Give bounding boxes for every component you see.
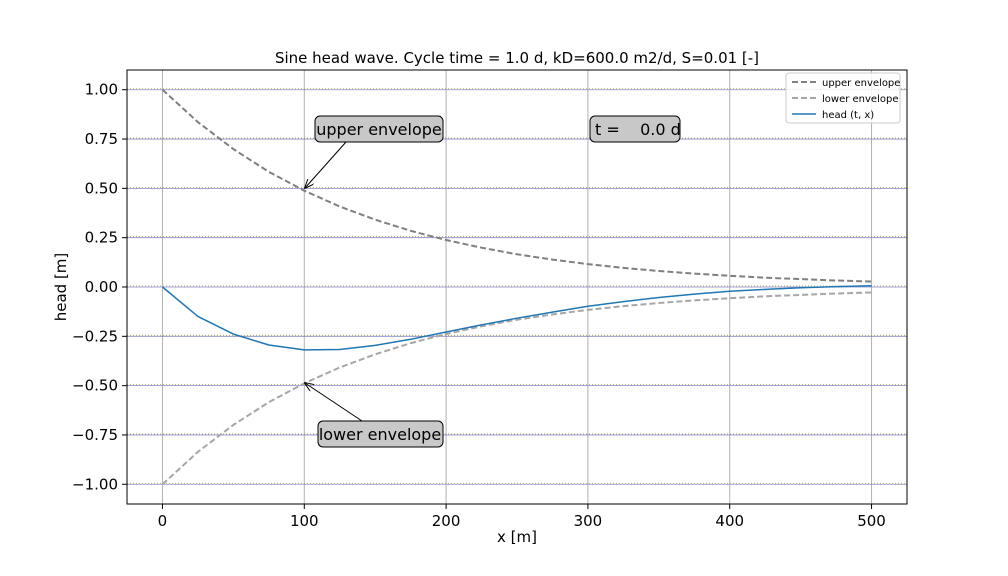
y-tick-label: −1.00 <box>72 475 118 493</box>
legend: upper envelope lower envelope head (t, x) <box>785 72 901 124</box>
legend-label: head (t, x) <box>822 110 874 121</box>
time-label-text: t = 0.0 d <box>595 120 681 139</box>
x-tick-label: 500 <box>857 512 886 530</box>
annotation-lower-box <box>317 420 444 448</box>
annotation-lower-envelope: lower envelope <box>305 383 444 448</box>
y-tick-label: 0.00 <box>85 278 118 296</box>
series-line-upper-envelope <box>161 88 872 283</box>
legend-box <box>785 72 901 124</box>
chart-title: Sine head wave. Cycle time = 1.0 d, kD=6… <box>275 49 759 67</box>
y-axis-ticks: 1.00 0.75 0.50 0.25 0.00 −0.25 −0.50 −0.75 −1.00 <box>72 81 127 493</box>
time-label-box <box>589 115 681 143</box>
y-tick-label: 0.50 <box>85 179 118 197</box>
annotation-upper-box <box>314 115 444 143</box>
x-axis-ticks: 0 100 200 300 400 500 <box>158 504 886 530</box>
legend-label: upper envelope <box>822 78 900 89</box>
y-tick-label: 0.25 <box>85 229 118 247</box>
annotation-upper-envelope: upper envelope <box>305 115 444 188</box>
legend-label: lower envelope <box>822 94 898 105</box>
x-tick-label: 400 <box>715 512 744 530</box>
x-tick-label: 200 <box>432 512 461 530</box>
x-tick-label: 0 <box>158 512 168 530</box>
annotation-lower-text: lower envelope <box>319 425 441 444</box>
y-tick-label: −0.25 <box>72 327 118 345</box>
x-axis-label: x [m] <box>497 528 537 546</box>
annotation-lower-arrow <box>305 383 363 422</box>
x-tick-label: 100 <box>290 512 319 530</box>
y-tick-label: −0.75 <box>72 426 118 444</box>
grid <box>127 70 907 504</box>
annotation-upper-text: upper envelope <box>316 120 442 139</box>
time-label: t = 0.0 d <box>589 115 681 143</box>
y-tick-label: 1.00 <box>85 81 118 99</box>
y-axis-label: head [m] <box>52 253 70 322</box>
series-line-lower-envelope <box>161 291 872 486</box>
y-tick-label: 0.75 <box>85 130 118 148</box>
annotation-upper-arrow <box>305 141 347 188</box>
series-line-head-t-x <box>162 285 872 351</box>
x-tick-label: 300 <box>574 512 603 530</box>
y-tick-label: −0.50 <box>72 377 118 395</box>
plot-series <box>161 88 872 486</box>
